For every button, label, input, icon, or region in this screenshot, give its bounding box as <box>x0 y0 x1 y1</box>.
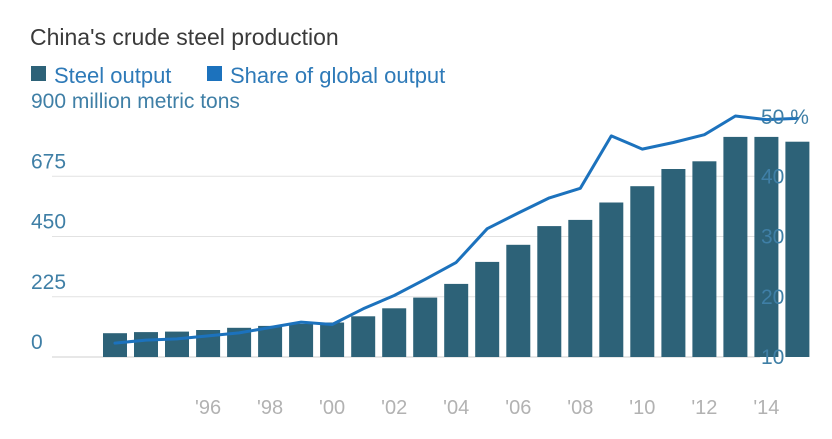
x-tick-label: '02 <box>381 397 407 419</box>
legend-swatch-steel-output <box>31 66 46 81</box>
bar-2009 <box>599 202 624 357</box>
left-axis-tick: 0 <box>31 331 43 354</box>
right-axis-tick: 20 <box>761 286 784 309</box>
bar-1999 <box>289 323 314 357</box>
bar-2001 <box>351 316 376 357</box>
x-tick-label: '04 <box>443 397 469 419</box>
right-axis-top-label: 50 % <box>761 106 809 129</box>
share-line <box>113 114 799 345</box>
x-tick-label: '96 <box>195 397 221 419</box>
axes: 0 225 450 675 900 million metric tons 10 20 30 4… <box>31 90 809 419</box>
bar-2014 <box>754 136 779 357</box>
right-axis-tick: 30 <box>761 226 784 249</box>
bar-2012 <box>692 161 717 357</box>
x-tick-label: '00 <box>319 397 345 419</box>
x-tick-label: '12 <box>691 397 717 419</box>
share-of-global-output-line <box>113 114 799 345</box>
bar-2013 <box>723 136 748 357</box>
x-tick-label: '06 <box>505 397 531 419</box>
left-axis-top-label: 900 million metric tons <box>31 90 240 113</box>
legend-label-steel-output: Steel output <box>54 63 171 88</box>
legend-label-global-share: Share of global output <box>230 63 445 88</box>
left-axis-tick: 450 <box>31 211 66 234</box>
legend: Steel output Share of global output <box>31 63 445 88</box>
bar-2003 <box>413 297 438 357</box>
bar-2011 <box>661 169 686 357</box>
x-tick-label: '10 <box>629 397 655 419</box>
bars <box>103 136 810 357</box>
bar-1998 <box>258 325 283 357</box>
bar-1995 <box>165 331 189 357</box>
bar-2000 <box>320 322 345 357</box>
chart-title: China's crude steel production <box>30 24 339 50</box>
bar-2004 <box>444 283 469 357</box>
bar-1994 <box>134 332 158 357</box>
bar-2005 <box>475 261 500 357</box>
left-axis-tick: 675 <box>31 150 66 173</box>
bar-2008 <box>568 219 593 357</box>
bar-2015 <box>785 141 810 357</box>
x-tick-label: '14 <box>753 397 779 419</box>
x-tick-label: '98 <box>257 397 283 419</box>
right-axis-tick: 40 <box>761 165 784 188</box>
right-axis-tick: 10 <box>761 346 784 369</box>
bar-2010 <box>630 186 655 357</box>
left-axis-tick: 225 <box>31 271 66 294</box>
bar-2007 <box>537 226 562 357</box>
bar-1993 <box>103 333 127 357</box>
bar-2002 <box>382 308 407 357</box>
bar-2006 <box>506 244 531 357</box>
x-tick-label: '08 <box>567 397 593 419</box>
legend-swatch-global-share <box>207 66 222 81</box>
